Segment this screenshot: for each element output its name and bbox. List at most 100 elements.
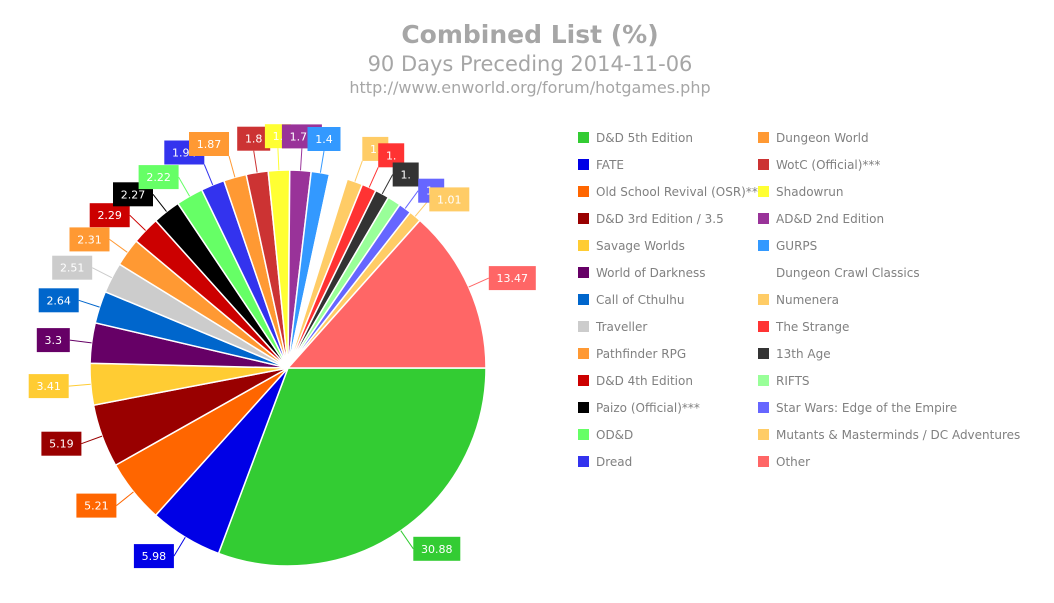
legend-item-d-d-5th-edition[interactable]: D&D 5th Edition — [578, 131, 693, 145]
legend-item-the-strange[interactable]: The Strange — [758, 320, 849, 334]
data-label-text: 2.51 — [60, 262, 85, 275]
data-label-text: 2.29 — [97, 209, 122, 222]
legend-item-call-of-cthulhu[interactable]: Call of Cthulhu — [578, 293, 684, 307]
legend-label: Mutants & Masterminds / DC Adventures — [776, 428, 1020, 442]
data-label-text: 2.27 — [121, 188, 146, 201]
data-label-text: 5.21 — [84, 500, 109, 513]
legend-item-13th-age[interactable]: 13th Age — [758, 347, 831, 361]
data-label-dungeon-world: 1.87 — [189, 132, 229, 156]
data-label-box — [413, 536, 461, 561]
legend-swatch — [758, 132, 769, 143]
legend-label: GURPS — [776, 239, 817, 253]
legend-item-savage-worlds[interactable]: Savage Worlds — [578, 239, 685, 253]
data-label-box — [41, 431, 82, 456]
pie-slice-d-d-5th-edition[interactable] — [217, 367, 487, 567]
legend-item-pathfinder-rpg[interactable]: Pathfinder RPG — [578, 347, 686, 361]
legend-label: Dread — [596, 455, 632, 469]
leader-line — [354, 160, 363, 182]
legend-label: FATE — [596, 158, 624, 172]
legend-swatch — [578, 402, 589, 413]
legend-label: 13th Age — [776, 347, 831, 361]
legend-swatch — [578, 294, 589, 305]
legend-item-old-school-revival-osr[interactable]: Old School Revival (OSR)** — [578, 185, 758, 199]
legend-label: Paizo (Official)*** — [596, 401, 700, 415]
legend-swatch — [578, 348, 589, 359]
legend-item-paizo-official[interactable]: Paizo (Official)*** — [578, 401, 700, 415]
data-label-box — [28, 374, 69, 399]
legend-item-fate[interactable]: FATE — [578, 158, 624, 172]
pie-slice-other[interactable] — [286, 219, 487, 369]
data-label-box — [138, 165, 179, 190]
data-label-mutants-masterminds-dc-adventures: 1.01 — [429, 187, 470, 212]
legend-item-numenera[interactable]: Numenera — [758, 293, 839, 307]
data-label-box — [76, 493, 117, 518]
chart-source: http://www.enworld.org/forum/hotgames.ph… — [349, 78, 710, 97]
legend-label: Dungeon Crawl Classics — [776, 266, 920, 280]
legend-label: Pathfinder RPG — [596, 347, 686, 361]
leader-line — [277, 148, 280, 171]
legend-item-od-d[interactable]: OD&D — [578, 428, 633, 442]
legend-label: Traveller — [595, 320, 647, 334]
leader-line — [81, 435, 103, 445]
legend-item-dungeon-world[interactable]: Dungeon World — [758, 131, 869, 145]
legend-label: Savage Worlds — [596, 239, 685, 253]
legend-item-ad-d-2nd-edition[interactable]: AD&D 2nd Edition — [758, 212, 884, 226]
data-label-wotc-official: 1.8 — [237, 126, 271, 151]
leader-line — [178, 176, 191, 197]
data-label-box — [69, 227, 110, 252]
legend-label: Other — [776, 455, 810, 469]
legend-swatch — [578, 186, 589, 197]
data-label-box — [133, 544, 174, 569]
data-label-text: 13.47 — [497, 272, 529, 285]
legend-label: Old School Revival (OSR)** — [596, 185, 758, 199]
data-label-text: 3.3 — [45, 334, 63, 347]
legend-item-d-d-3rd-edition-3-5[interactable]: D&D 3rd Edition / 3.5 — [578, 212, 724, 226]
data-label-text: 1.4 — [315, 133, 333, 146]
legend-item-d-d-4th-edition[interactable]: D&D 4th Edition — [578, 374, 693, 388]
data-labels: 30.88 5.98 5.21 5.19 3.41 3.3 2.64 2.51 2.31 2.29… — [28, 124, 536, 569]
legend-item-star-wars-edge-of-the-empire[interactable]: Star Wars: Edge of the Empire — [758, 401, 957, 415]
data-label-d-d-5th-edition: 30.88 — [413, 536, 461, 561]
legend-swatch — [578, 321, 589, 332]
chart-subtitle: 90 Days Preceding 2014-11-06 — [368, 52, 693, 76]
legend-label: Shadowrun — [776, 185, 844, 199]
legend-swatch — [578, 375, 589, 386]
data-label-text: 2.31 — [77, 233, 102, 246]
legend-item-world-of-darkness[interactable]: World of Darkness — [578, 266, 706, 280]
legend: D&D 5th Edition FATE Old School Revival (O… — [578, 131, 1020, 469]
legend-label: D&D 3rd Edition / 3.5 — [596, 212, 724, 226]
legend-swatch — [758, 186, 769, 197]
leader-line — [91, 267, 113, 279]
legend-item-dungeon-crawl-classics[interactable]: Dungeon Crawl Classics — [758, 266, 920, 280]
data-label-od-d: 2.22 — [138, 165, 179, 190]
legend-label: Star Wars: Edge of the Empire — [776, 401, 957, 415]
legend-swatch — [578, 429, 589, 440]
legend-item-wotc-official[interactable]: WotC (Official)*** — [758, 158, 880, 172]
legend-label: Dungeon World — [776, 131, 869, 145]
leader-line — [468, 277, 490, 288]
legend-item-gurps[interactable]: GURPS — [758, 239, 817, 253]
data-label-box — [38, 288, 79, 313]
legend-label: WotC (Official)*** — [776, 158, 880, 172]
data-label-text: 1. — [273, 130, 284, 143]
data-label-text: 2.22 — [146, 171, 171, 184]
legend-label: D&D 4th Edition — [596, 374, 693, 388]
legend-item-mutants-masterminds-dc-adventures[interactable]: Mutants & Masterminds / DC Adventures — [758, 428, 1020, 442]
legend-swatch — [578, 456, 589, 467]
leader-line — [173, 537, 186, 557]
legend-item-dread[interactable]: Dread — [578, 455, 632, 469]
data-label-13th-age: 1. — [392, 162, 419, 187]
legend-item-other[interactable]: Other — [758, 455, 810, 469]
data-label-text: 30.88 — [421, 543, 453, 556]
data-label-box — [36, 328, 70, 353]
legend-swatch — [758, 159, 769, 170]
legend-swatch — [758, 456, 769, 467]
legend-item-traveller[interactable]: Traveller — [578, 320, 647, 334]
legend-item-shadowrun[interactable]: Shadowrun — [758, 185, 844, 199]
data-label-text: 2.64 — [46, 294, 71, 307]
legend-item-rifts[interactable]: RIFTS — [758, 374, 810, 388]
data-label-text: 3.41 — [36, 380, 61, 393]
leader-line — [368, 167, 379, 188]
data-label-savage-worlds: 3.41 — [28, 374, 69, 399]
legend-label: Call of Cthulhu — [596, 293, 684, 307]
